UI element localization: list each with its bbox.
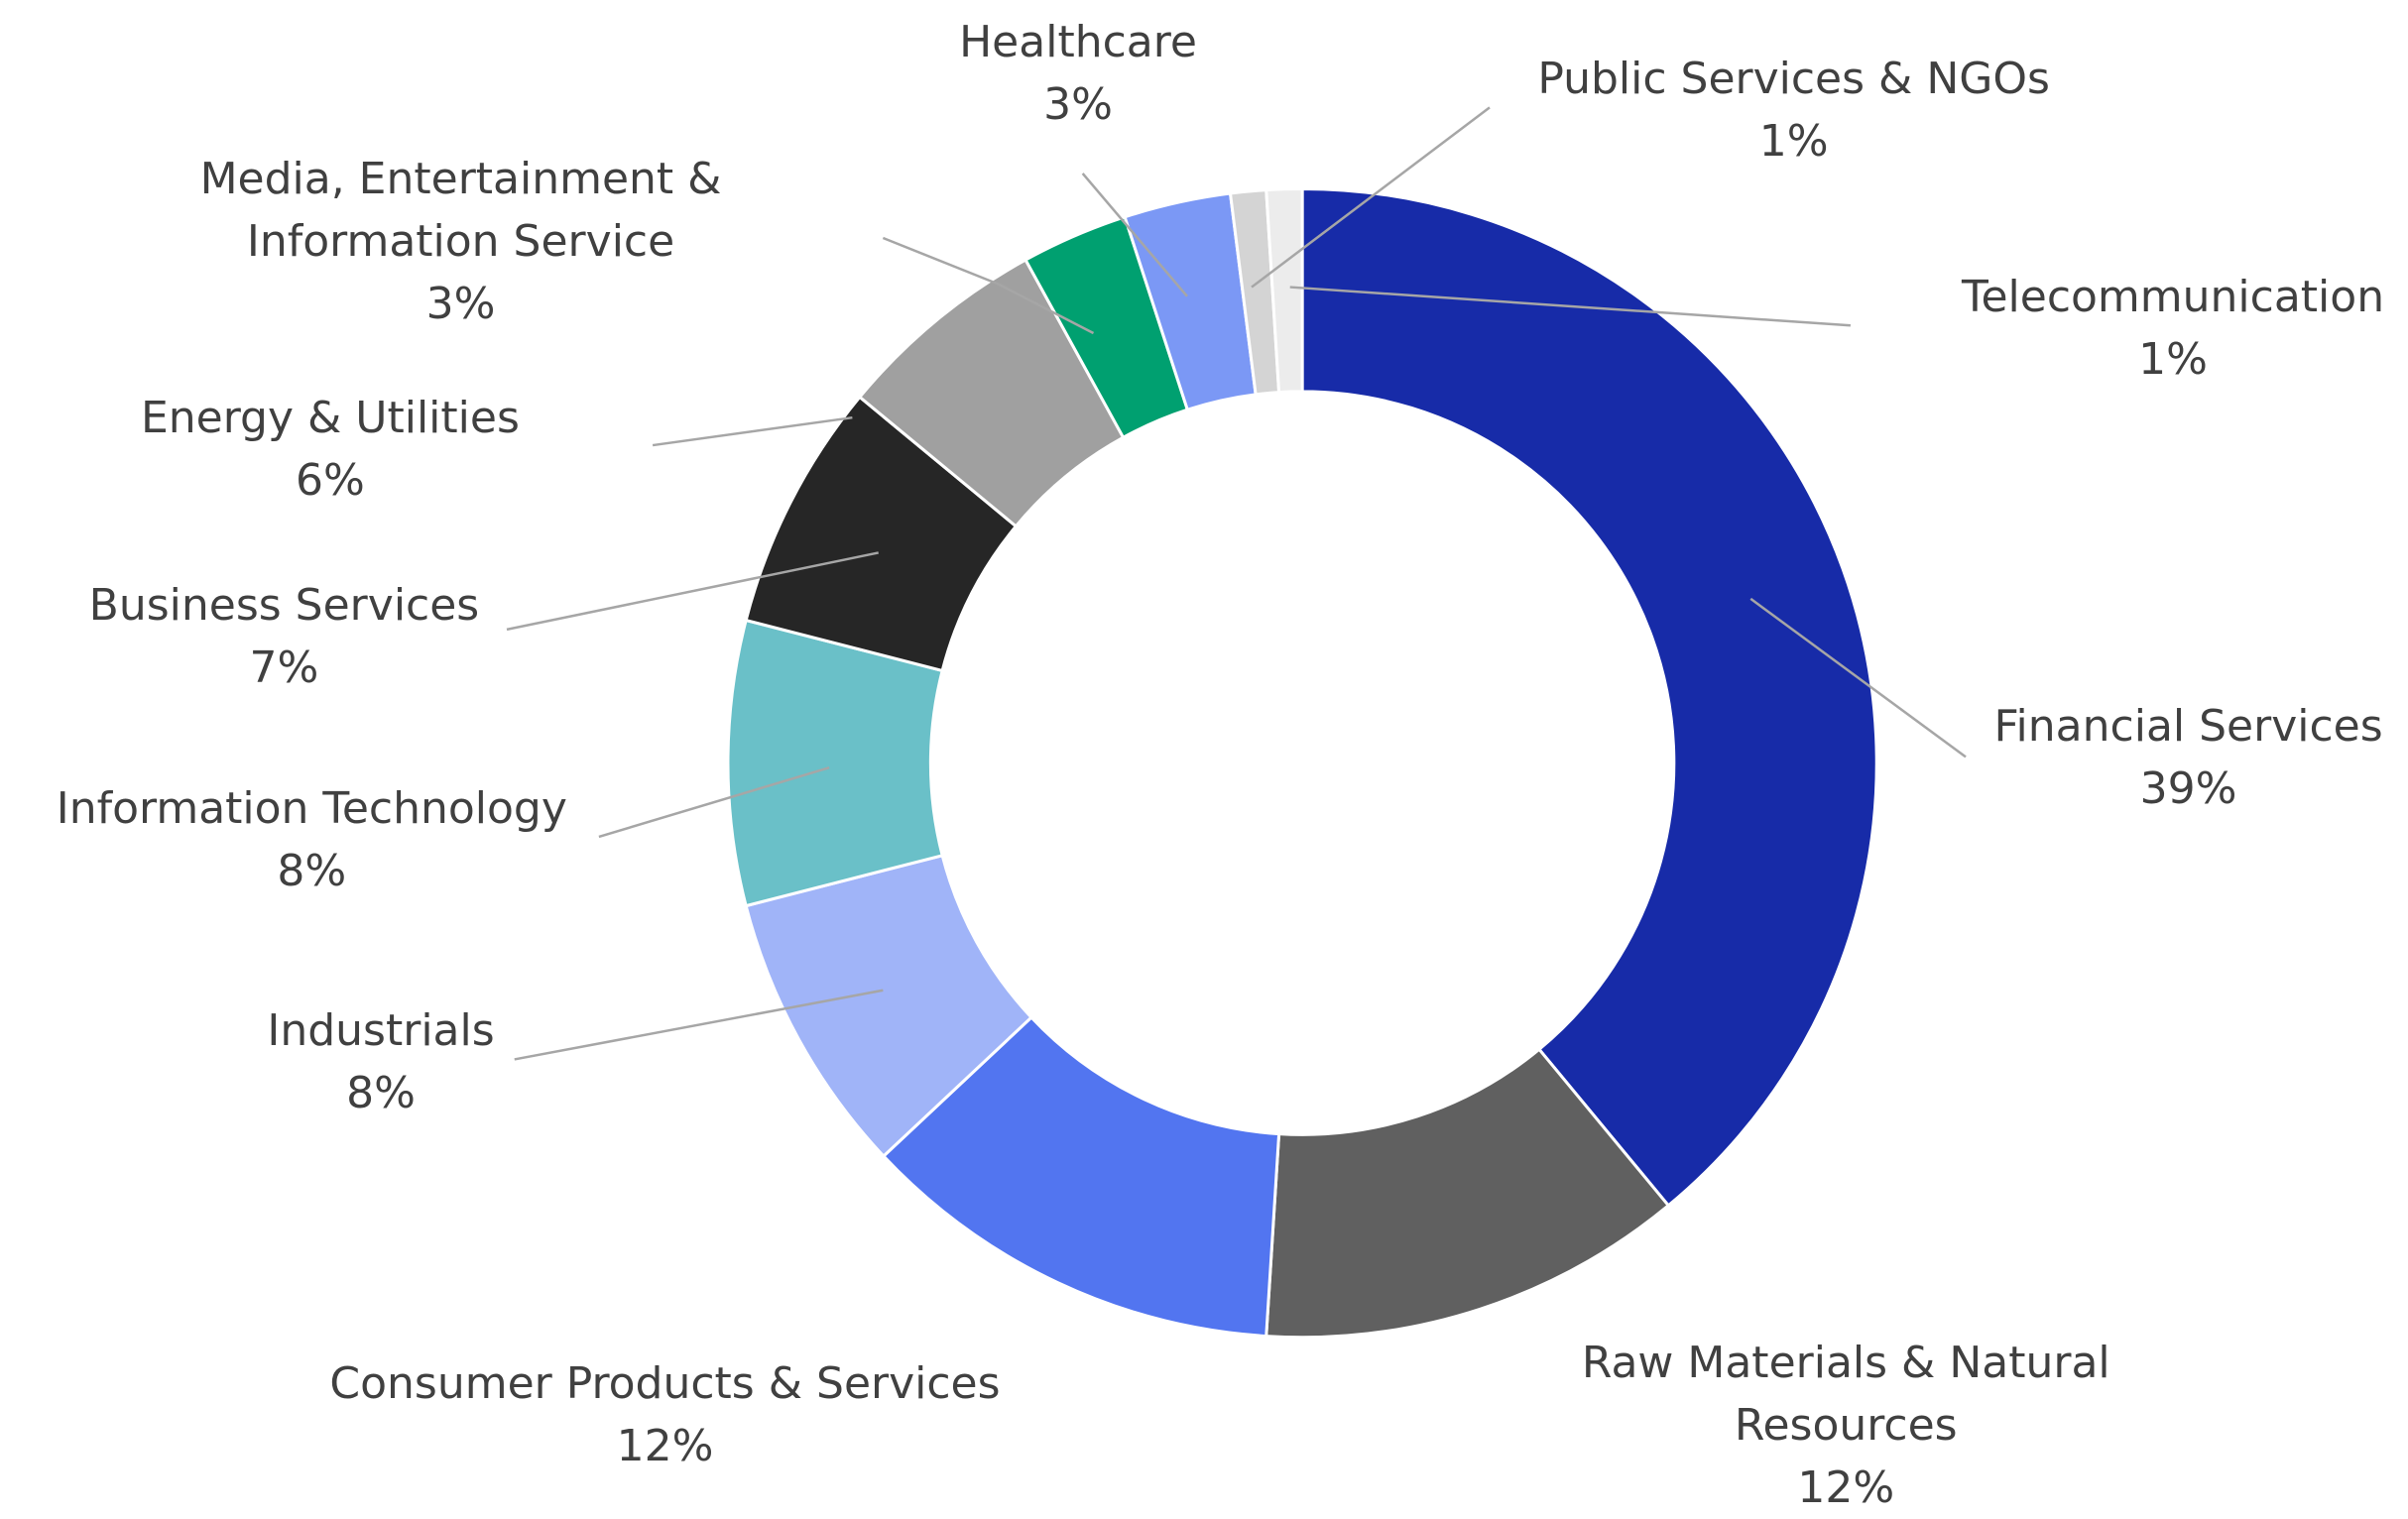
data-label: Business Services 7%	[23, 574, 544, 699]
value-label: 8%	[346, 1068, 416, 1119]
data-label: Telecommunication 1%	[1927, 266, 2408, 391]
value-label: 12%	[616, 1421, 714, 1472]
data-label: Media, Entertainment & Information Servi…	[138, 148, 783, 335]
value-label: 6%	[296, 455, 365, 507]
data-label: Public Services & NGOs 1%	[1471, 48, 2115, 173]
leader-line	[1289, 286, 1851, 327]
leader-line	[1081, 173, 1188, 297]
data-label: Financial Services 39%	[1943, 695, 2408, 820]
data-label: Information Technology 8%	[0, 777, 635, 902]
leader-line	[1749, 597, 1967, 759]
value-label: 7%	[249, 643, 319, 694]
value-label: 1%	[2138, 333, 2208, 385]
data-label: Raw Materials & Natural Resources 12%	[1523, 1332, 2168, 1519]
category-label: Public Services & NGOs	[1537, 54, 2050, 104]
value-label: 12%	[1797, 1461, 1895, 1513]
leader-line	[598, 766, 830, 839]
category-label: Media, Entertainment & Information Servi…	[199, 153, 722, 267]
category-label: Raw Materials & Natural Resources	[1581, 1337, 2110, 1451]
leader-line	[882, 236, 1095, 335]
category-label: Consumer Products & Services	[329, 1358, 1001, 1410]
data-label: Industrials 8%	[151, 999, 612, 1124]
category-label: Business Services	[88, 580, 480, 632]
leader-line	[1251, 106, 1491, 289]
value-label: 8%	[277, 845, 347, 896]
category-label: Industrials	[267, 1005, 495, 1057]
leader-line	[506, 551, 879, 632]
category-label: Financial Services	[1993, 701, 2383, 753]
category-label: Energy & Utilities	[140, 393, 520, 444]
value-label: 3%	[1043, 78, 1113, 130]
category-label: Healthcare	[959, 16, 1197, 67]
donut-slice	[1300, 186, 1878, 1208]
donut-slice	[1264, 186, 1304, 395]
category-label: Telecommunication	[1962, 271, 2385, 322]
data-label: Energy & Utilities 6%	[69, 387, 591, 512]
value-label: 3%	[425, 278, 496, 329]
leader-line	[514, 989, 884, 1061]
category-label: Information Technology	[56, 782, 567, 834]
data-label: Healthcare 3%	[879, 11, 1278, 136]
value-label: 1%	[1758, 116, 1829, 167]
value-label: 39%	[2139, 763, 2237, 815]
data-label: Consumer Products & Services 12%	[235, 1352, 1095, 1477]
leader-line	[652, 415, 853, 447]
